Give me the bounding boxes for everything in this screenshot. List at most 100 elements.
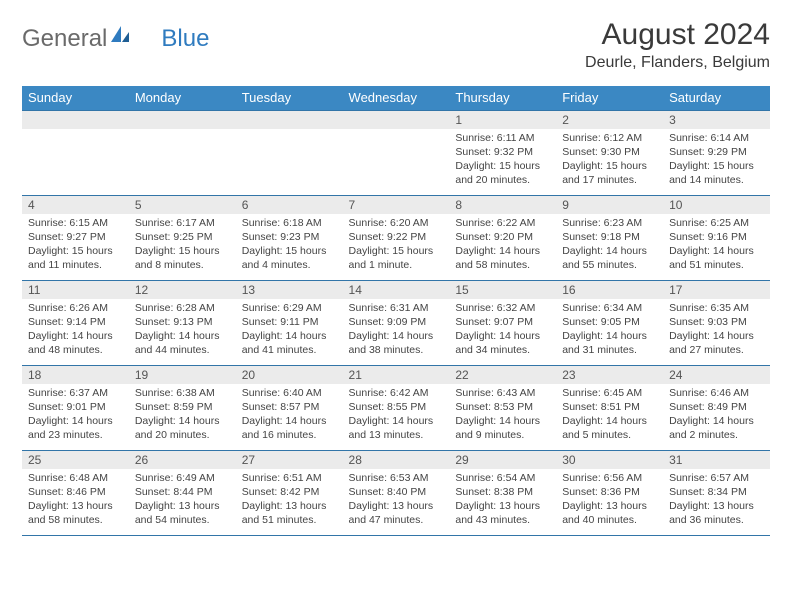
daylight-line: Daylight: 14 hours and 23 minutes. [28,415,113,441]
day-cell: 20Sunrise: 6:40 AMSunset: 8:57 PMDayligh… [236,365,343,450]
sunset-line: Sunset: 9:25 PM [135,231,213,243]
dow-fri: Friday [556,86,663,110]
day-number: 24 [663,366,770,384]
day-content: Sunrise: 6:49 AMSunset: 8:44 PMDaylight:… [129,469,236,532]
day-cell: 13Sunrise: 6:29 AMSunset: 9:11 PMDayligh… [236,280,343,365]
day-content: Sunrise: 6:11 AMSunset: 9:32 PMDaylight:… [449,129,556,192]
day-cell: 9Sunrise: 6:23 AMSunset: 9:18 PMDaylight… [556,195,663,280]
daylight-line: Daylight: 14 hours and 27 minutes. [669,330,754,356]
sunrise-line: Sunrise: 6:31 AM [349,302,429,314]
sunset-line: Sunset: 9:01 PM [28,401,106,413]
day-content: Sunrise: 6:57 AMSunset: 8:34 PMDaylight:… [663,469,770,532]
day-cell: 7Sunrise: 6:20 AMSunset: 9:22 PMDaylight… [343,195,450,280]
day-cell: 23Sunrise: 6:45 AMSunset: 8:51 PMDayligh… [556,365,663,450]
sunrise-line: Sunrise: 6:46 AM [669,387,749,399]
sunset-line: Sunset: 9:20 PM [455,231,533,243]
daylight-line: Daylight: 14 hours and 41 minutes. [242,330,327,356]
sunrise-line: Sunrise: 6:53 AM [349,472,429,484]
daylight-line: Daylight: 14 hours and 20 minutes. [135,415,220,441]
sunrise-line: Sunrise: 6:12 AM [562,132,642,144]
sunset-line: Sunset: 8:59 PM [135,401,213,413]
sunset-line: Sunset: 9:14 PM [28,316,106,328]
sunrise-line: Sunrise: 6:57 AM [669,472,749,484]
dow-tue: Tuesday [236,86,343,110]
day-cell: 12Sunrise: 6:28 AMSunset: 9:13 PMDayligh… [129,280,236,365]
sunset-line: Sunset: 9:07 PM [455,316,533,328]
month-title: August 2024 [585,18,770,52]
sunset-line: Sunset: 8:51 PM [562,401,640,413]
day-content: Sunrise: 6:53 AMSunset: 8:40 PMDaylight:… [343,469,450,532]
daylight-line: Daylight: 13 hours and 47 minutes. [349,500,434,526]
daylight-line: Daylight: 15 hours and 17 minutes. [562,160,647,186]
day-number: 27 [236,451,343,469]
day-content: Sunrise: 6:34 AMSunset: 9:05 PMDaylight:… [556,299,663,362]
dow-wed: Wednesday [343,86,450,110]
day-cell: 28Sunrise: 6:53 AMSunset: 8:40 PMDayligh… [343,450,450,535]
sunset-line: Sunset: 8:38 PM [455,486,533,498]
sunrise-line: Sunrise: 6:23 AM [562,217,642,229]
sunset-line: Sunset: 8:46 PM [28,486,106,498]
daylight-line: Daylight: 13 hours and 51 minutes. [242,500,327,526]
day-number: 10 [663,196,770,214]
day-number: 29 [449,451,556,469]
day-cell [236,110,343,195]
day-content: Sunrise: 6:37 AMSunset: 9:01 PMDaylight:… [22,384,129,447]
day-number [129,111,236,129]
sunset-line: Sunset: 9:18 PM [562,231,640,243]
day-content: Sunrise: 6:26 AMSunset: 9:14 PMDaylight:… [22,299,129,362]
sunrise-line: Sunrise: 6:22 AM [455,217,535,229]
day-number: 2 [556,111,663,129]
day-number: 7 [343,196,450,214]
day-content [236,129,343,135]
sunset-line: Sunset: 9:32 PM [455,146,533,158]
daylight-line: Daylight: 13 hours and 58 minutes. [28,500,113,526]
daylight-line: Daylight: 15 hours and 11 minutes. [28,245,113,271]
brand-part2: Blue [161,25,209,53]
day-content: Sunrise: 6:48 AM Sunset: 8:46 PM Daylight:… [22,469,129,532]
day-number: 26 [129,451,236,469]
day-number [22,111,129,129]
day-cell: 3Sunrise: 6:14 AMSunset: 9:29 PMDaylight… [663,110,770,195]
day-cell: 4Sunrise: 6:15 AMSunset: 9:27 PMDaylight… [22,195,129,280]
week-row: 18Sunrise: 6:37 AMSunset: 9:01 PMDayligh… [22,365,770,450]
day-content: Sunrise: 6:17 AMSunset: 9:25 PMDaylight:… [129,214,236,277]
sunset-line: Sunset: 8:49 PM [669,401,747,413]
day-cell [22,110,129,195]
sunset-line: Sunset: 8:53 PM [455,401,533,413]
sunset-line: Sunset: 9:13 PM [135,316,213,328]
day-number: 8 [449,196,556,214]
day-content: Sunrise: 6:15 AMSunset: 9:27 PMDaylight:… [22,214,129,277]
day-number: 19 [129,366,236,384]
day-content: Sunrise: 6:29 AMSunset: 9:11 PMDaylight:… [236,299,343,362]
sunrise-line: Sunrise: 6:48 AM [28,472,108,484]
day-cell: 17Sunrise: 6:35 AMSunset: 9:03 PMDayligh… [663,280,770,365]
sunrise-line: Sunrise: 6:51 AM [242,472,322,484]
day-number: 18 [22,366,129,384]
sunset-line: Sunset: 9:05 PM [562,316,640,328]
dow-sun: Sunday [22,86,129,110]
day-number: 30 [556,451,663,469]
dow-sat: Saturday [663,86,770,110]
location: Deurle, Flanders, Belgium [585,54,770,72]
sunset-line: Sunset: 8:55 PM [349,401,427,413]
sunrise-line: Sunrise: 6:34 AM [562,302,642,314]
day-number: 14 [343,281,450,299]
brand-logo: General Blue [22,24,209,53]
day-cell: 26Sunrise: 6:49 AMSunset: 8:44 PMDayligh… [129,450,236,535]
day-content: Sunrise: 6:40 AMSunset: 8:57 PMDaylight:… [236,384,343,447]
day-number: 3 [663,111,770,129]
day-content: Sunrise: 6:54 AMSunset: 8:38 PMDaylight:… [449,469,556,532]
week-row: 1Sunrise: 6:11 AMSunset: 9:32 PMDaylight… [22,110,770,195]
sunrise-line: Sunrise: 6:54 AM [455,472,535,484]
day-content [343,129,450,135]
day-content: Sunrise: 6:51 AMSunset: 8:42 PMDaylight:… [236,469,343,532]
day-number [236,111,343,129]
sunrise-line: Sunrise: 6:38 AM [135,387,215,399]
day-content: Sunrise: 6:46 AMSunset: 8:49 PMDaylight:… [663,384,770,447]
day-content: Sunrise: 6:38 AM Sunset: 8:59 PM Daylight:… [129,384,236,447]
day-number: 28 [343,451,450,469]
daylight-line: Daylight: 14 hours and 51 minutes. [669,245,754,271]
daylight-line: Daylight: 14 hours and 55 minutes. [562,245,647,271]
sunrise-line: Sunrise: 6:25 AM [669,217,749,229]
day-cell: 5Sunrise: 6:17 AMSunset: 9:25 PMDaylight… [129,195,236,280]
